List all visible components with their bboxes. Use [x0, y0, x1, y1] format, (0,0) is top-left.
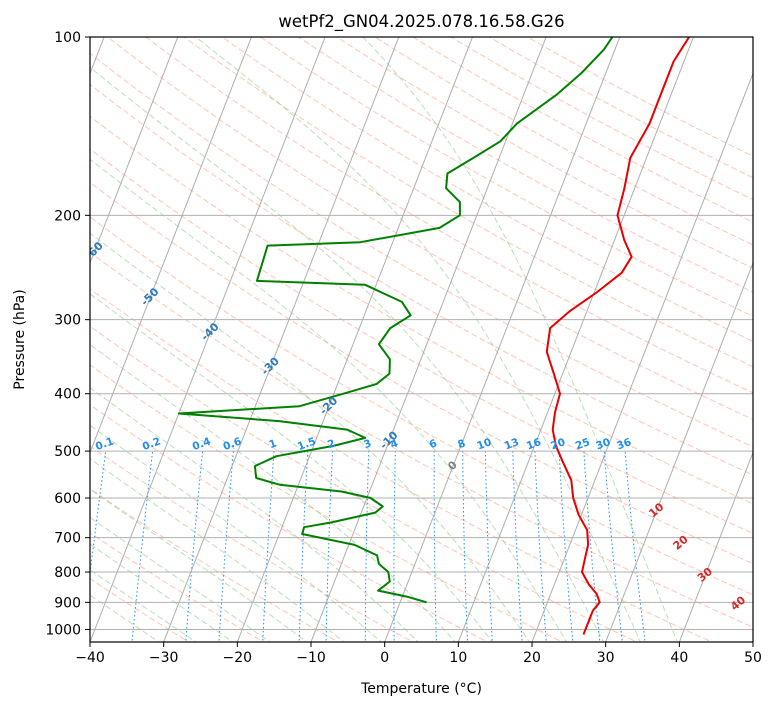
dry-adiabat-line — [90, 216, 753, 596]
mixing-ratio-label: 1.5 — [296, 435, 318, 453]
dry-adiabat-line — [90, 181, 753, 565]
mixing-ratio-line — [462, 451, 469, 642]
x-tick-label: 0 — [380, 650, 389, 666]
mixing-ratio-label: 10 — [475, 436, 493, 452]
y-tick-label: 900 — [54, 595, 81, 611]
mixing-ratio-label: 1 — [267, 437, 278, 451]
grid-lines — [90, 37, 753, 642]
mixing-ratio-line — [325, 451, 333, 642]
mixing-ratio-label: 8 — [456, 437, 467, 451]
y-tick-label: 800 — [54, 565, 81, 581]
mixing-ratio-label: 16 — [525, 436, 543, 452]
x-tick-label: 10 — [449, 650, 467, 666]
isotherm-line — [236, 37, 474, 642]
dewpoint-profile — [177, 37, 614, 604]
mixing-ratio-label: 30 — [594, 436, 612, 452]
isotherm-line — [90, 37, 326, 642]
mixing-ratio-line — [364, 451, 370, 642]
x-tick-label: 30 — [597, 650, 615, 666]
mixing-ratio-label: 0.1 — [94, 435, 116, 453]
x-tick-label: 20 — [523, 650, 541, 666]
isotherm-line — [384, 37, 621, 642]
mixing-ratio-label: 0.4 — [191, 435, 213, 453]
series-layer — [177, 37, 690, 635]
x-axis-label: Temperature (°C) — [360, 681, 482, 697]
mixing-ratio-label: 36 — [615, 436, 633, 452]
mixing-ratio-label: 13 — [503, 436, 521, 452]
x-tick-label: 50 — [744, 650, 762, 666]
dry-adiabat-line — [90, 445, 414, 642]
y-tick-label: 600 — [54, 491, 81, 507]
y-tick-label: 500 — [54, 444, 81, 460]
y-tick-label: 100 — [54, 30, 81, 46]
x-tick-label: −20 — [223, 650, 253, 666]
x-tick-label: −30 — [149, 650, 179, 666]
line-labels: 0.10.20.40.611.52346810131620253036-100-… — [90, 239, 748, 613]
mixing-ratio-line — [393, 451, 396, 642]
chart-title: wetPf2_GN04.2025.078.16.58.G26 — [278, 12, 564, 32]
x-tick-label: 40 — [670, 650, 688, 666]
isotherm-line — [90, 37, 179, 265]
isotherm-line — [90, 37, 253, 454]
isotherm-line — [310, 37, 547, 642]
isotherm-line — [605, 261, 753, 642]
moist-adiabat-line — [90, 387, 419, 642]
y-tick-label: 700 — [54, 531, 81, 547]
x-tick-label: −40 — [75, 650, 105, 666]
isotherm-line — [531, 71, 753, 642]
mixing-ratio-label: 4 — [389, 437, 400, 451]
isotherm-line — [678, 451, 753, 642]
mixing-ratio-label: 0.6 — [222, 435, 244, 453]
mixing-ratio-label: 3 — [362, 437, 373, 451]
axis-ticks: −40 −30 −20 −10 0 10 20 30 40 5010020030040050060… — [45, 30, 762, 666]
temperature-profile — [545, 37, 690, 635]
dry-adiabat-line — [183, 37, 753, 368]
y-tick-label: 300 — [54, 313, 81, 329]
mixing-ratio-line — [433, 451, 437, 642]
isotherm-line — [163, 37, 400, 642]
y-axis-label: Pressure (hPa) — [12, 289, 28, 389]
mixing-ratio-label: 20 — [549, 436, 567, 452]
y-tick-label: 200 — [54, 208, 81, 224]
mixing-ratio-line — [298, 451, 309, 642]
dry-adiabat-line — [90, 52, 753, 448]
isotherm-line — [457, 37, 695, 642]
dry-adiabat-line — [259, 37, 753, 317]
x-tick-label: −10 — [296, 650, 326, 666]
y-tick-label: 400 — [54, 387, 81, 403]
dry-adiabat-line — [90, 115, 753, 505]
plot-frame — [89, 36, 754, 643]
mixing-ratio-label: 25 — [574, 436, 592, 452]
mixing-ratio-label: 0.2 — [141, 435, 163, 453]
y-tick-label: 1000 — [45, 622, 81, 638]
mixing-ratio-label: 2 — [326, 437, 337, 451]
mixing-ratio-line — [484, 451, 493, 642]
mixing-ratio-label: 6 — [428, 437, 439, 451]
